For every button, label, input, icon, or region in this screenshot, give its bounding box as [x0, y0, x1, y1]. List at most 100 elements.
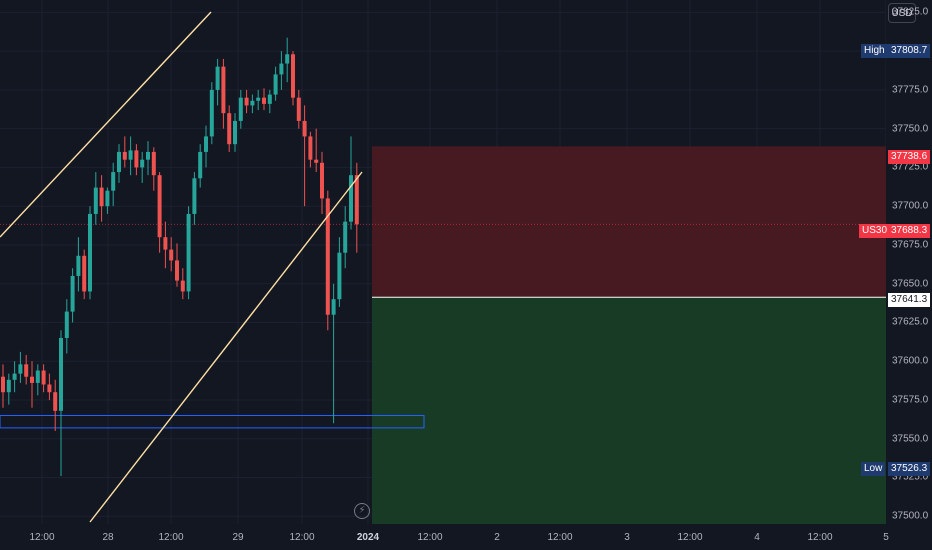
currency-button[interactable]: USD [888, 3, 916, 23]
price-tick-label: 37650.0 [892, 278, 929, 290]
candle-body [314, 159, 319, 163]
price-tick-label: 37675.0 [892, 239, 929, 251]
candle-body [180, 280, 185, 292]
time-tick-label: 12:00 [29, 532, 55, 543]
candle-body [221, 66, 226, 114]
candle-body [70, 275, 75, 312]
candle-body [238, 97, 243, 121]
candle-body [151, 151, 156, 176]
price-tick-label: 37825.0 [892, 6, 929, 18]
candle-body [140, 159, 145, 168]
time-tick-label: 12:00 [289, 532, 315, 543]
price-tick-label: 37600.0 [892, 355, 929, 367]
candle-body [175, 260, 179, 281]
channel-upper-line [0, 11, 212, 238]
candle-body [41, 370, 46, 385]
candle-body [192, 178, 197, 214]
candle-body [169, 249, 174, 261]
candle-body [12, 373, 17, 380]
time-tick-label: 5 [883, 532, 889, 543]
price-axis[interactable] [886, 0, 932, 524]
candle-body [354, 175, 359, 225]
chart-area[interactable]: ⚡ [0, 0, 886, 524]
candle-body [6, 379, 11, 393]
candle-body [157, 175, 162, 238]
candle-body [273, 74, 278, 95]
time-tick-label: 3 [624, 532, 630, 543]
candle-body [163, 237, 168, 250]
time-tick-label: 12:00 [158, 532, 184, 543]
candle-body [30, 376, 34, 383]
candle-body [325, 198, 330, 315]
candle-body [343, 221, 348, 253]
low-value-badge: 37526.3 [888, 462, 931, 476]
current-price-badge: 37688.3 [888, 224, 931, 238]
price-tick-label: 37775.0 [892, 84, 929, 96]
candle-body [82, 255, 87, 292]
candle-body [117, 151, 121, 173]
candle-body [302, 120, 307, 137]
stop-loss-value-badge: 37738.6 [888, 150, 931, 164]
candle-body [53, 392, 58, 411]
candle-body [296, 97, 301, 121]
candle-body [93, 187, 98, 214]
candle-body [1, 376, 5, 393]
demand-zone-rectangle [0, 414, 425, 429]
candle-body [59, 337, 63, 411]
candle-body [244, 97, 249, 106]
price-tick-label: 37725.0 [892, 161, 929, 173]
symbol-label-badge: US30 [859, 224, 891, 238]
lightning-icon[interactable]: ⚡ [354, 503, 370, 519]
time-tick-label: 2024 [356, 532, 380, 543]
time-tick-label: 12:00 [677, 532, 703, 543]
candle-body [349, 175, 353, 222]
low-label-badge: Low [861, 462, 886, 476]
time-tick-label: 28 [102, 532, 114, 543]
candle-body [204, 136, 208, 152]
time-tick-label: 12:00 [807, 532, 833, 543]
candle-body [64, 311, 69, 338]
candle-body [146, 151, 150, 160]
time-tick-label: 12:00 [547, 532, 573, 543]
candle-body [47, 384, 52, 393]
time-tick-label: 4 [754, 532, 760, 543]
price-tick-label: 37700.0 [892, 200, 929, 212]
candle-body [24, 364, 29, 377]
candle-body [186, 213, 191, 292]
candle-body [198, 151, 203, 179]
candle-body [262, 97, 266, 104]
candle-body [256, 97, 261, 101]
entry-price-badge: 37641.3 [888, 293, 931, 307]
time-tick-label: 12:00 [417, 532, 443, 543]
candle-body [233, 120, 237, 145]
price-tick-label: 37575.0 [892, 394, 929, 406]
price-tick-label: 37625.0 [892, 316, 929, 328]
price-tick-label: 37750.0 [892, 123, 929, 135]
candle-body [337, 252, 342, 300]
time-tick-label: 2 [494, 532, 500, 543]
candle-body [320, 162, 324, 199]
time-tick-label: 29 [232, 532, 244, 543]
candle-body [76, 255, 81, 276]
candle-body [18, 364, 23, 374]
candle-body [99, 187, 104, 207]
candle-body [291, 54, 295, 98]
channel-lower-line [89, 171, 363, 523]
candle-body [209, 89, 214, 137]
candle-body [250, 100, 255, 106]
candle-body [285, 54, 290, 64]
candle-body [134, 150, 139, 168]
candle-body [111, 172, 116, 191]
candle-body [105, 190, 110, 207]
price-chart[interactable] [0, 0, 886, 524]
candle-body [331, 299, 336, 315]
candle-body [267, 94, 272, 104]
take-profit-zone [372, 297, 886, 524]
candle-body [308, 136, 313, 160]
high-label-badge: High [861, 44, 888, 58]
price-tick-label: 37500.0 [892, 510, 929, 522]
candle-body [122, 151, 127, 160]
candle-body [128, 150, 133, 160]
time-axis[interactable] [0, 524, 932, 550]
candle-body [215, 66, 220, 90]
